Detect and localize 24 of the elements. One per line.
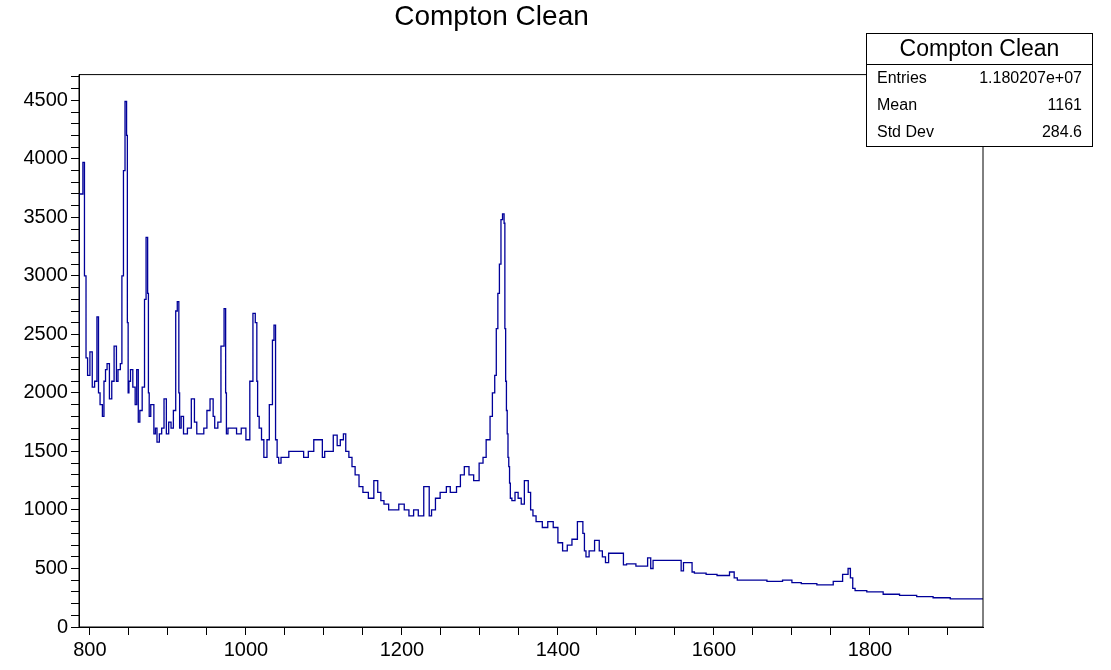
y-tick-label: 2000 [23,380,68,403]
y-tick-label: 4500 [23,87,68,110]
y-tick-label: 1500 [23,438,68,461]
annotation: Entries [877,69,927,88]
y-tick-label: 1000 [23,497,68,520]
text: Compton Clean [867,34,1092,65]
y-tick-label: 3000 [23,263,68,286]
annotation: Std Dev [877,123,934,142]
chart-title: Compton Clean [394,0,589,31]
x-tick-label: 1600 [691,637,737,660]
annotation: Mean [877,96,918,115]
x-tick-label: 1800 [847,637,893,660]
x-tick-label: 800 [73,637,107,660]
y-tick-label: 3500 [23,204,68,227]
annotation: 1.180207e+07 [979,69,1082,88]
y-tick-label: 2500 [23,321,68,344]
x-tick-label: 1200 [379,637,425,660]
x-tick-label: 1400 [535,637,581,660]
y-tick-label: 500 [34,556,68,578]
text: 284.6 [1041,123,1082,142]
y-tick-label: 0 [56,614,68,637]
x-tick-label: 1000 [223,637,269,660]
text: 1161 [1047,96,1082,115]
y-tick-label: 4000 [23,146,68,169]
